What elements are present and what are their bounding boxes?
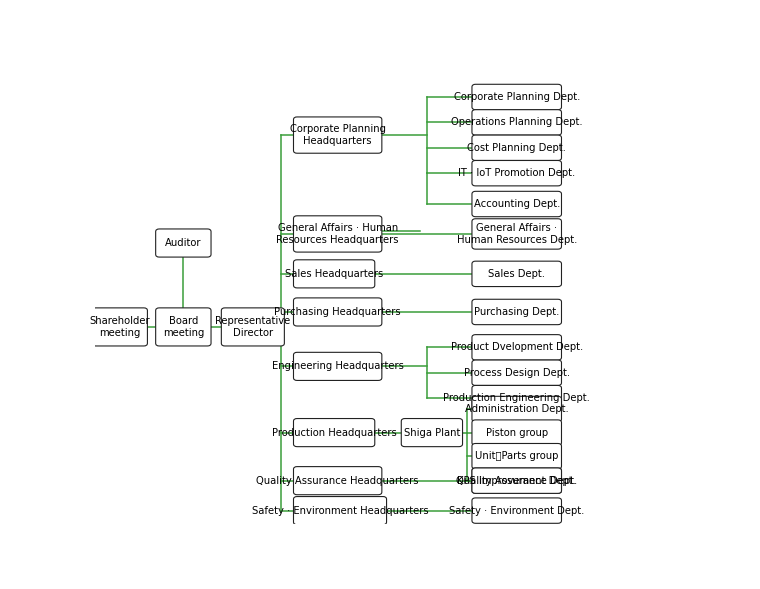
- FancyBboxPatch shape: [472, 468, 562, 494]
- Text: Representative
Director: Representative Director: [215, 316, 290, 337]
- FancyBboxPatch shape: [92, 308, 147, 346]
- Text: General Affairs · Human
Resources Headquarters: General Affairs · Human Resources Headqu…: [277, 223, 399, 244]
- FancyBboxPatch shape: [472, 84, 562, 110]
- FancyBboxPatch shape: [221, 308, 284, 346]
- FancyBboxPatch shape: [472, 335, 562, 360]
- Text: IT · IoT Promotion Dept.: IT · IoT Promotion Dept.: [458, 168, 575, 178]
- Text: KPS Improvement Dept.: KPS Improvement Dept.: [458, 476, 576, 486]
- Text: Engineering Headquarters: Engineering Headquarters: [272, 362, 404, 372]
- FancyBboxPatch shape: [472, 261, 562, 287]
- FancyBboxPatch shape: [472, 219, 562, 249]
- Text: Safety · Environment Dept.: Safety · Environment Dept.: [449, 505, 584, 515]
- FancyBboxPatch shape: [472, 420, 562, 445]
- FancyBboxPatch shape: [293, 216, 382, 252]
- Text: Sales Headquarters: Sales Headquarters: [285, 269, 383, 279]
- Text: Production Headquarters: Production Headquarters: [272, 428, 397, 438]
- FancyBboxPatch shape: [293, 117, 382, 153]
- Text: Accounting Dept.: Accounting Dept.: [473, 199, 560, 209]
- Text: Corporate Planning Dept.: Corporate Planning Dept.: [454, 92, 580, 102]
- Text: Sales Dept.: Sales Dept.: [488, 269, 545, 279]
- FancyBboxPatch shape: [156, 308, 211, 346]
- FancyBboxPatch shape: [472, 360, 562, 385]
- Text: Product Dvelopment Dept.: Product Dvelopment Dept.: [451, 342, 583, 352]
- FancyBboxPatch shape: [472, 191, 562, 217]
- Text: Quality Assurance Dept.: Quality Assurance Dept.: [456, 476, 578, 486]
- Text: Shiga Plant: Shiga Plant: [404, 428, 460, 438]
- Text: Process Design Dept.: Process Design Dept.: [464, 368, 570, 378]
- FancyBboxPatch shape: [472, 135, 562, 160]
- FancyBboxPatch shape: [156, 229, 211, 257]
- Text: Auditor: Auditor: [165, 238, 201, 248]
- Text: Shareholder
meeting: Shareholder meeting: [90, 316, 150, 337]
- FancyBboxPatch shape: [472, 299, 562, 325]
- Text: Piston group: Piston group: [486, 428, 548, 438]
- Text: General Affairs ·
Human Resources Dept.: General Affairs · Human Resources Dept.: [457, 223, 577, 244]
- FancyBboxPatch shape: [293, 260, 375, 288]
- FancyBboxPatch shape: [293, 298, 382, 326]
- Text: Purchasing Headquarters: Purchasing Headquarters: [274, 307, 401, 317]
- FancyBboxPatch shape: [472, 396, 562, 422]
- FancyBboxPatch shape: [472, 468, 562, 494]
- FancyBboxPatch shape: [472, 160, 562, 186]
- FancyBboxPatch shape: [472, 385, 562, 411]
- FancyBboxPatch shape: [401, 419, 463, 446]
- FancyBboxPatch shape: [472, 110, 562, 135]
- Text: Purchasing Dept.: Purchasing Dept.: [474, 307, 559, 317]
- Text: Operations Planning Dept.: Operations Planning Dept.: [451, 117, 582, 127]
- Text: Corporate Planning
Headquarters: Corporate Planning Headquarters: [290, 124, 385, 145]
- FancyBboxPatch shape: [472, 444, 562, 469]
- Text: Cost Planning Dept.: Cost Planning Dept.: [467, 143, 566, 153]
- FancyBboxPatch shape: [293, 466, 382, 495]
- Text: Board
meeting: Board meeting: [163, 316, 204, 337]
- Text: Administration Dept.: Administration Dept.: [465, 404, 568, 414]
- Text: Safety · Environment Headquarters: Safety · Environment Headquarters: [252, 505, 429, 515]
- Text: Quality Assurance Headquarters: Quality Assurance Headquarters: [256, 476, 419, 486]
- FancyBboxPatch shape: [293, 419, 375, 446]
- FancyBboxPatch shape: [293, 352, 382, 380]
- FancyBboxPatch shape: [293, 497, 387, 525]
- Text: Unit／Parts group: Unit／Parts group: [475, 451, 559, 461]
- Text: Production Engineering Dept.: Production Engineering Dept.: [443, 393, 591, 403]
- FancyBboxPatch shape: [472, 498, 562, 523]
